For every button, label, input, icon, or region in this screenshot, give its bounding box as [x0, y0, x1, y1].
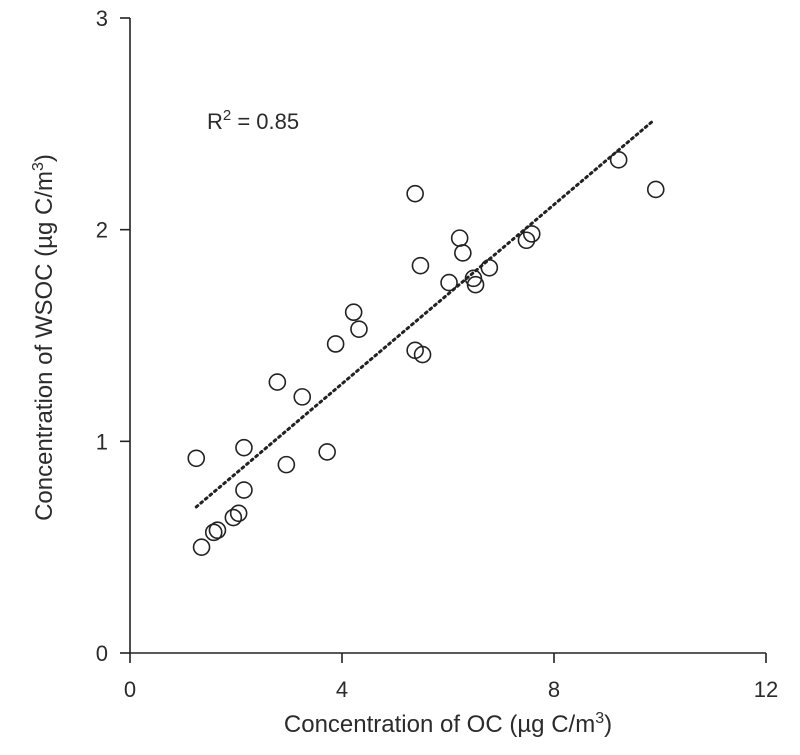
data-point [413, 345, 432, 364]
data-point [609, 151, 628, 169]
data-point [466, 275, 485, 294]
data-point [293, 388, 312, 406]
data-point [344, 303, 363, 322]
data-point [411, 256, 430, 275]
data-point [450, 229, 469, 247]
y-axis-title: Concentration of WSOC (µg C/m3) [30, 154, 58, 521]
data-point [235, 438, 253, 457]
data-point [208, 521, 227, 540]
data-point [192, 538, 211, 556]
data-point [440, 273, 458, 292]
data-point [454, 244, 472, 262]
data-point [229, 504, 248, 523]
data-point [326, 335, 345, 353]
y-tick-label: 3 [96, 6, 108, 31]
trendline-group [194, 120, 654, 509]
x-tick-label: 8 [548, 677, 560, 702]
data-point [517, 231, 536, 250]
data-point [277, 455, 296, 474]
x-tick-label: 12 [754, 677, 778, 702]
data-point [646, 180, 665, 199]
data-point [187, 449, 206, 468]
data-point [350, 320, 368, 338]
trendline [194, 120, 654, 509]
data-point [224, 508, 243, 527]
y-tick-label: 2 [96, 218, 108, 243]
data-point [522, 225, 541, 243]
data-point [235, 481, 253, 499]
data-point [480, 258, 499, 277]
data-point [406, 184, 424, 203]
data-point [318, 443, 336, 461]
data-points-group [187, 151, 665, 556]
axes [129, 18, 766, 654]
x-tick-label: 0 [124, 677, 136, 702]
data-point [204, 523, 223, 542]
y-tick-label: 1 [96, 429, 108, 454]
r-squared-annotation: R2 = 0.85 [207, 107, 299, 134]
x-axis-title: Concentration of OC (µg C/m3) [284, 710, 612, 738]
y-tick-label: 0 [96, 641, 108, 666]
data-point [268, 373, 287, 391]
x-tick-label: 4 [336, 677, 348, 702]
